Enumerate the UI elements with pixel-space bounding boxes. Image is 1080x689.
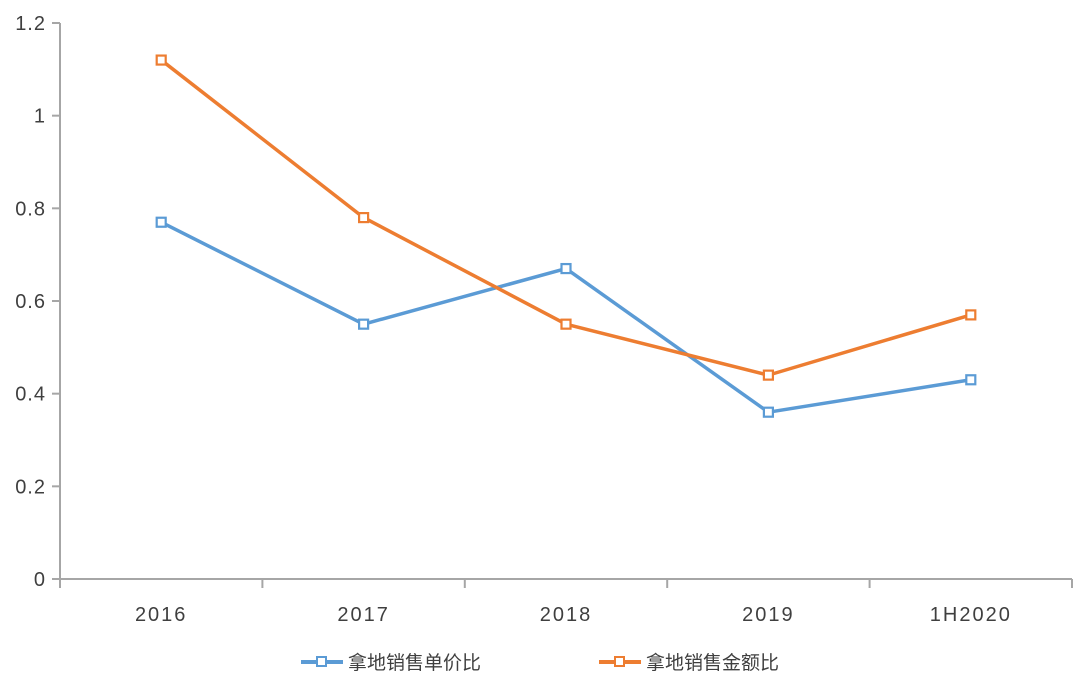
data-point-marker-1 (155, 54, 167, 66)
legend-item-amount-ratio: 拿地销售金额比 (599, 648, 779, 675)
y-tick-label: 1.2 (15, 13, 46, 35)
x-tick-label: 2016 (135, 604, 188, 626)
x-tick-label: 2019 (742, 604, 795, 626)
data-point-marker-0 (965, 374, 977, 386)
y-tick-label: 0.4 (15, 384, 46, 406)
legend-item-unit-price-ratio: 拿地销售单价比 (300, 648, 481, 675)
y-tick-label: 0.2 (15, 476, 46, 498)
x-tick-label: 2018 (540, 604, 593, 626)
data-point-marker-1 (762, 369, 775, 381)
y-tick-label: 0.6 (15, 291, 46, 313)
data-point-marker-1 (965, 309, 977, 321)
data-point-marker-0 (358, 318, 370, 330)
legend-marker-line-square-icon (300, 656, 343, 667)
legend-square-icon (614, 656, 625, 667)
chart-legend: 拿地销售单价比 拿地销售金额比 (0, 648, 1080, 675)
x-tick-label: 2017 (337, 604, 390, 626)
data-point-marker-0 (155, 216, 167, 228)
y-tick-label: 0.8 (15, 198, 46, 220)
data-point-marker-0 (560, 262, 572, 275)
series-line-0 (159, 220, 973, 414)
legend-marker-line-square-icon (599, 656, 641, 667)
y-tick-label: 1 (34, 106, 46, 128)
legend-label: 拿地销售单价比 (347, 653, 481, 674)
legend-label: 拿地销售金额比 (646, 653, 780, 674)
data-point-marker-1 (358, 212, 370, 224)
data-point-marker-1 (560, 318, 572, 330)
legend-square-icon (315, 656, 327, 667)
x-tick-label: 1H2020 (930, 604, 1012, 626)
data-point-marker-0 (762, 406, 775, 418)
y-tick-label: 0 (34, 569, 46, 591)
